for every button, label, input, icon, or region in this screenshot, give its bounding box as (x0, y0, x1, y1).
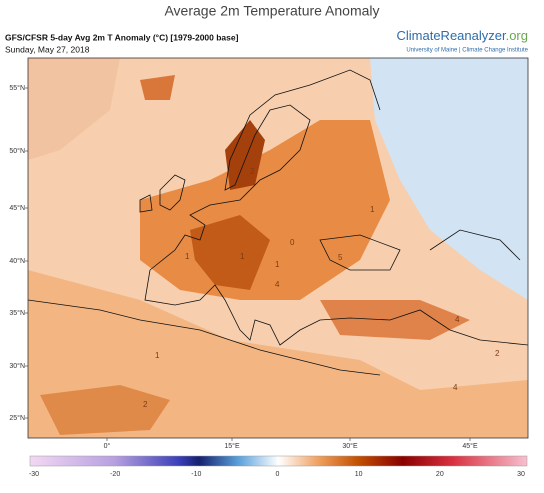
colorbar-tick-label: 20 (436, 471, 444, 478)
contour-label: 0 (290, 238, 295, 247)
colorbar-tick-label: -20 (110, 471, 120, 478)
coastlines (28, 69, 528, 376)
lat-label: 25°N (9, 414, 25, 422)
title: Average 2m Temperature Anomaly (164, 3, 379, 19)
lon-label: 30°E (342, 442, 358, 450)
hot-area (190, 215, 270, 290)
colorbar-tick-label: 0 (276, 471, 280, 478)
contour-label: 4 (275, 280, 280, 289)
colorbar-ticks: -30 -20 -10 0 10 20 30 (29, 471, 525, 478)
lat-label: 35°N (9, 309, 25, 317)
warm-area (40, 385, 170, 435)
date: Sunday, May 27, 2018 (5, 44, 90, 54)
ocean-area (28, 58, 120, 160)
contour-label: 1 (275, 260, 280, 269)
lat-label: 55°N (9, 84, 25, 92)
product: GFS/CFSR 5-day Avg 2m T Anomaly (°C) [19… (5, 32, 239, 42)
lon-axis: 0° 15°E 30°E 45°E (104, 438, 478, 450)
contour-label: 1 (155, 351, 160, 360)
lon-label: 45°E (462, 442, 478, 450)
colorbar (29, 455, 528, 467)
cool-area (370, 58, 528, 300)
brand-suffix: .org (506, 28, 528, 43)
contour-label: 2 (143, 400, 148, 409)
lat-label: 50°N (9, 147, 25, 155)
lat-axis: 55°N 50°N 45°N 40°N 35°N 30°N 25°N (9, 84, 28, 422)
contour-label: 1 (370, 205, 375, 214)
contour-label: 1 (185, 252, 190, 261)
lat-label: 40°N (9, 257, 25, 265)
lat-label: 45°N (9, 204, 25, 212)
contour-label: 5 (338, 253, 343, 262)
brand-name: ClimateReanalyzer (396, 28, 506, 43)
contour-label: 4 (455, 315, 460, 324)
hot-area (225, 120, 265, 190)
brand: ClimateReanalyzer.org (396, 28, 528, 43)
colorbar-tick-label: 10 (355, 471, 363, 478)
contour-label: 2 (495, 349, 500, 358)
warm-area (140, 75, 175, 100)
contour-label: 2 (250, 167, 255, 176)
contour-label: 1 (240, 252, 245, 261)
lat-label: 30°N (9, 362, 25, 370)
warm-area (320, 300, 470, 340)
lon-label: 0° (104, 442, 111, 450)
map-frame (27, 57, 529, 439)
lon-label: 15°E (224, 442, 240, 450)
colorbar-tick-label: -10 (191, 471, 201, 478)
map: 2 1 1 1 0 1 5 4 2 1 4 2 4 (28, 58, 528, 438)
colorbar-tick-label: 30 (517, 471, 525, 478)
contour-label: 4 (453, 383, 458, 392)
colorbar-tick-label: -30 (29, 471, 39, 478)
affiliation: University of Maine | Climate Change Ins… (406, 48, 528, 54)
